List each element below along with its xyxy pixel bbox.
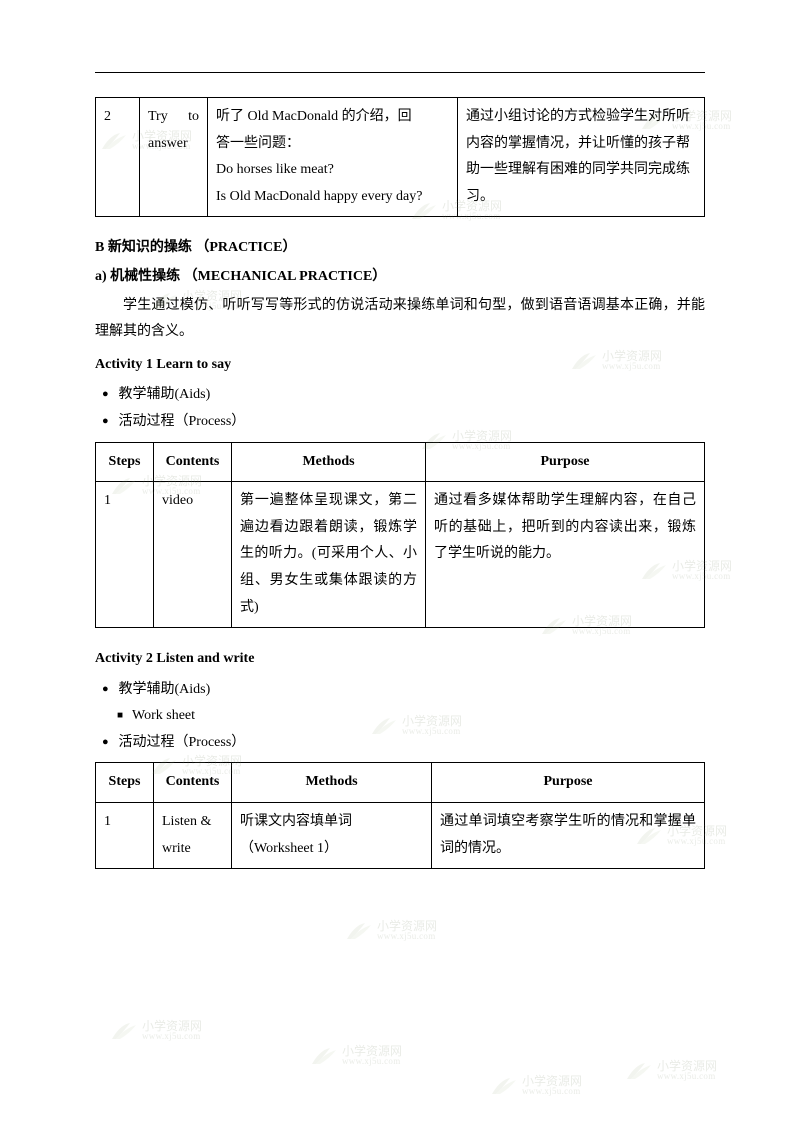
- cell-contents: Try to answer: [140, 98, 208, 217]
- aid-label: 教学辅助(Aids): [119, 387, 211, 402]
- th-steps: Steps: [96, 442, 154, 482]
- table-row: 2 Try to answer 听了 Old MacDonald 的介绍，回 答…: [96, 98, 705, 217]
- cell-step: 1: [96, 803, 154, 869]
- methods-line: 听了 Old MacDonald 的介绍，回: [216, 104, 449, 131]
- watermark: 小学资源网www.xj5u.com: [490, 1075, 582, 1096]
- th-purpose: Purpose: [432, 763, 705, 803]
- activity-1-bullets: 教学辅助(Aids) 活动过程（Process）: [95, 382, 705, 435]
- cell-contents: Listen & write: [154, 803, 232, 869]
- list-item: 活动过程（Process）: [102, 409, 705, 436]
- table-row: 1 Listen & write 听课文内容填单词 （Worksheet 1） …: [96, 803, 705, 869]
- cell-contents-text: Try to answer: [148, 104, 199, 157]
- watermark: 小学资源网www.xj5u.com: [625, 1060, 717, 1081]
- th-contents: Contents: [154, 442, 232, 482]
- activity-1-title: Activity 1 Learn to say: [95, 352, 705, 379]
- th-contents: Contents: [154, 763, 232, 803]
- cell-purpose: 通过小组讨论的方式检验学生对所听内容的掌握情况，并让听懂的孩子帮助一些理解有困难…: [458, 98, 705, 217]
- cell-contents: video: [154, 482, 232, 628]
- intro-paragraph: 学生通过模仿、听听写写等形式的仿说活动来操练单词和句型，做到语音语调基本正确，并…: [95, 293, 705, 346]
- cell-step: 2: [96, 98, 140, 217]
- table-activity-2: Steps Contents Methods Purpose 1 Listen …: [95, 762, 705, 869]
- cell-step: 1: [96, 482, 154, 628]
- watermark: 小学资源网www.xj5u.com: [310, 1045, 402, 1066]
- th-steps: Steps: [96, 763, 154, 803]
- table-header-row: Steps Contents Methods Purpose: [96, 442, 705, 482]
- list-item: 活动过程（Process）: [102, 730, 705, 757]
- activity-2-title: Activity 2 Listen and write: [95, 646, 705, 673]
- cell-methods: 听课文内容填单词 （Worksheet 1）: [232, 803, 432, 869]
- top-rule: [95, 72, 705, 73]
- methods-line: 答一些问题：: [216, 131, 449, 158]
- cell-purpose: 通过单词填空考察学生听的情况和掌握单词的情况。: [432, 803, 705, 869]
- worksheet-label: Work sheet: [132, 708, 195, 723]
- cell-methods: 第一遍整体呈现课文，第二遍边看边跟着朗读，锻炼学生的听力。(可采用个人、小组、男…: [232, 482, 426, 628]
- activity-2-bullets: 教学辅助(Aids) Work sheet 活动过程（Process）: [95, 677, 705, 757]
- process-label: 活动过程（Process）: [119, 414, 246, 429]
- list-item: Work sheet: [102, 703, 705, 730]
- cell-purpose: 通过看多媒体帮助学生理解内容，在自己听的基础上，把听到的内容读出来，锻炼了学生听…: [426, 482, 705, 628]
- watermark: 小学资源网www.xj5u.com: [345, 920, 437, 941]
- section-b-heading: B 新知识的操练 （PRACTICE）: [95, 235, 705, 262]
- section-a-heading: a) 机械性操练 （MECHANICAL PRACTICE）: [95, 264, 705, 291]
- methods-line: Is Old MacDonald happy every day?: [216, 184, 449, 211]
- process-label: 活动过程（Process）: [119, 735, 246, 750]
- cell-methods: 听了 Old MacDonald 的介绍，回 答一些问题： Do horses …: [208, 98, 458, 217]
- table-1: 2 Try to answer 听了 Old MacDonald 的介绍，回 答…: [95, 97, 705, 217]
- table-header-row: Steps Contents Methods Purpose: [96, 763, 705, 803]
- th-methods: Methods: [232, 442, 426, 482]
- table-activity-1: Steps Contents Methods Purpose 1 video 第…: [95, 442, 705, 629]
- aid-label: 教学辅助(Aids): [119, 682, 211, 697]
- methods-line: Do horses like meat?: [216, 157, 449, 184]
- methods-line: 听课文内容填单词: [240, 809, 423, 836]
- table-row: 1 video 第一遍整体呈现课文，第二遍边看边跟着朗读，锻炼学生的听力。(可采…: [96, 482, 705, 628]
- list-item: 教学辅助(Aids): [102, 382, 705, 409]
- th-purpose: Purpose: [426, 442, 705, 482]
- watermark: 小学资源网www.xj5u.com: [110, 1020, 202, 1041]
- th-methods: Methods: [232, 763, 432, 803]
- methods-line: （Worksheet 1）: [240, 836, 423, 863]
- list-item: 教学辅助(Aids): [102, 677, 705, 704]
